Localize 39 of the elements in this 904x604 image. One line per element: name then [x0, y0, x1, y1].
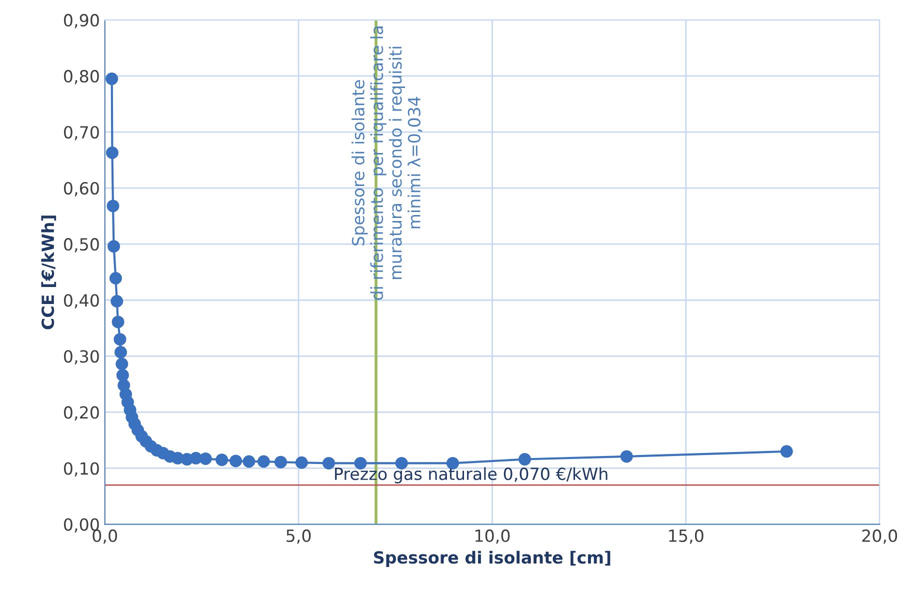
point — [112, 316, 124, 328]
x-tick-label: 10,0 — [476, 529, 510, 544]
point — [116, 358, 128, 370]
y-tick-label: 0,70 — [64, 126, 99, 140]
y-tick-label: 0,30 — [64, 350, 99, 364]
point — [257, 455, 270, 468]
y-tick-label: 0,60 — [64, 182, 99, 196]
point — [106, 146, 118, 159]
point — [322, 456, 336, 470]
point — [295, 456, 308, 469]
point — [110, 294, 124, 308]
x-tick-label: 20,0 — [862, 529, 898, 544]
x-tick-label: 15,0 — [669, 529, 704, 544]
point — [620, 450, 633, 463]
point — [114, 346, 127, 358]
y-tick-label: 0,50 — [64, 238, 99, 252]
point — [116, 368, 129, 382]
point — [106, 72, 118, 86]
point — [518, 453, 532, 466]
x-tick-label: 5,0 — [286, 529, 311, 544]
y-axis-title: CCE [€/kWh] — [41, 216, 56, 330]
y-tick-label: 0,80 — [64, 70, 99, 84]
point — [230, 454, 242, 468]
point — [114, 333, 126, 346]
y-tick-label: 0,40 — [64, 294, 99, 308]
point — [780, 445, 793, 458]
point — [216, 454, 228, 466]
annotation: Spessore di isolante di riferimento per riqualificare la muratura secondo i requisiti minimi λ=0,034 — [352, 26, 422, 300]
point — [108, 240, 120, 253]
point — [274, 456, 287, 468]
x-axis-title: Spessore di isolante [cm] — [374, 550, 610, 567]
point — [109, 272, 122, 285]
y-tick-label: 0,10 — [64, 462, 99, 477]
point — [242, 455, 256, 468]
point — [106, 200, 120, 212]
y-tick-label: 0,90 — [64, 14, 99, 28]
point — [395, 456, 408, 470]
y-tick-label: 0,20 — [64, 406, 99, 420]
point — [199, 452, 212, 465]
